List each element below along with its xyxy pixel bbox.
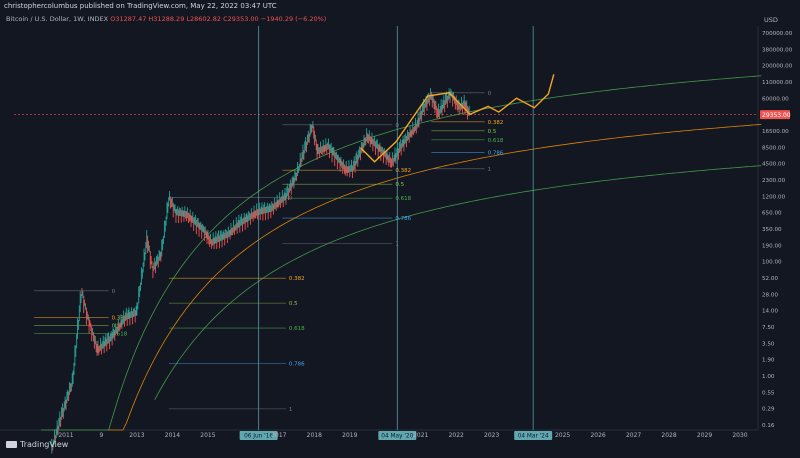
tradingview-logo[interactable]: TradingView (6, 440, 68, 449)
time-tick-label: 2028 (661, 432, 676, 439)
price-tick-label: 110000.00 (762, 80, 793, 86)
price-tick-label: 28.00 (762, 292, 778, 298)
time-tick-label: 2030 (732, 432, 747, 439)
time-tick-label: 9 (100, 432, 104, 439)
fib-cycle3-label: 0.382 (395, 168, 411, 174)
symbol-name: Bitcoin / U.S. Dollar, 1W, INDEX (6, 15, 109, 23)
publisher-bar: christophercolumbus published on Trading… (0, 0, 800, 12)
fib-cycle2-label: 1 (289, 407, 293, 413)
time-tick-label: 2023 (484, 432, 499, 439)
time-tick-label: 2019 (342, 432, 357, 439)
price-tick-label: 7.50 (762, 325, 775, 331)
cycle-markers: 06 Jun '16 04 May '20 04 Mar '24 (239, 26, 553, 440)
fib-cycle4-label: 0.5 (488, 129, 497, 135)
cycle-marker-label: 04 May '20 (381, 434, 413, 440)
projection-line (359, 74, 555, 163)
fib-cycle3-label: 0.786 (395, 216, 411, 222)
channel-upper (41, 75, 762, 431)
channel-lower (154, 165, 762, 400)
price-tick-label: 14.00 (762, 309, 778, 315)
price-tick-label: 200000.00 (762, 64, 793, 70)
fib-cycle2-label: 0.786 (289, 362, 305, 368)
time-tick-label: 2029 (697, 432, 712, 439)
time-tick-label: 2015 (200, 432, 215, 439)
fib-cycle1-label: 0.618 (112, 332, 128, 338)
price-tick-label: 8500.00 (762, 145, 786, 151)
fib-cycle4-label: 1 (488, 167, 492, 173)
time-tick-label: 2014 (165, 432, 180, 439)
fib-cycle3-label: 0.5 (395, 182, 404, 188)
fib-cycle4-label: 0.382 (488, 120, 504, 126)
time-tick-label: 2025 (555, 432, 570, 439)
currency-label: USD (764, 16, 778, 24)
symbol-legend: Bitcoin / U.S. Dollar, 1W, INDEX O31287.… (6, 15, 326, 23)
price-tick-label: 700000.00 (762, 31, 793, 37)
time-tick-label: 2026 (590, 432, 605, 439)
price-tick-label: 60000.00 (762, 96, 789, 102)
last-price-badge (760, 110, 790, 120)
price-tick-label: 2300.00 (762, 178, 786, 184)
price-tick-label: 1200.00 (762, 194, 786, 200)
publisher-text: christophercolumbus published on Trading… (4, 2, 277, 10)
cycle-marker-badge (378, 431, 417, 440)
low-value: L28602.82 (186, 15, 222, 23)
channel-mid (108, 124, 762, 431)
price-tick-label: 380000.00 (762, 47, 793, 53)
fib-cycle3-label: 1 (395, 242, 399, 248)
cycle-marker-label: 06 Jun '16 (244, 434, 273, 440)
time-tick-label: 2013 (129, 432, 144, 439)
fib-cycle2-label: 0.382 (289, 276, 305, 282)
cycle-marker-badge (239, 431, 278, 440)
time-tick-label: 2017 (271, 432, 286, 439)
time-axis: 2011 9 2013 2014 2015 2017 2018 2019 2021 2022 202… (58, 432, 747, 439)
fib-cycle3-label: 0 (395, 123, 399, 129)
time-tick-label: 2021 (413, 432, 428, 439)
fib-cycle4-label: 0.786 (488, 151, 504, 157)
time-tick-label: 2027 (626, 432, 641, 439)
price-tick-label: 1.90 (762, 358, 775, 364)
high-value: H31288.29 (148, 15, 185, 23)
price-tick-label: 0.16 (762, 423, 775, 429)
time-tick-label: 2011 (58, 432, 73, 439)
price-tick-label: 0.55 (762, 390, 775, 396)
price-tick-label: 16500.00 (762, 129, 789, 135)
price-tick-label: 350.00 (762, 227, 782, 233)
tradingview-icon (6, 441, 17, 448)
fib-cycle1-label: 0 (112, 289, 116, 295)
projection-path (359, 74, 555, 163)
cycle-marker-badge (514, 431, 553, 440)
time-tick-label: 2022 (449, 432, 464, 439)
fib-cycle4-label: 0 (488, 91, 492, 97)
price-tick-label: 0.29 (762, 407, 775, 413)
fib-cycle1-label: 0.382 (112, 315, 128, 321)
price-tick-label: 1.00 (762, 374, 775, 380)
brand-name: TradingView (20, 440, 69, 449)
fib-cycle2-label: 0.618 (289, 326, 305, 332)
candles (51, 88, 470, 454)
grid (0, 26, 759, 431)
price-tick-label: 100.00 (762, 260, 782, 266)
cycle-marker-label: 04 Mar '24 (518, 434, 549, 440)
close-value: C29353.00 (223, 15, 259, 23)
growth-channel (41, 75, 762, 431)
last-price-label: 29353.00 (762, 112, 791, 119)
price-tick-label: 3.50 (762, 341, 775, 347)
fib-cycle1-label: 0.5 (112, 324, 121, 330)
fib-cycle2-label: 0.5 (289, 301, 298, 307)
fib-levels: 0 0.382 0.5 0.618 0 0.382 0.5 0.618 0.786 1 0 0.382… (34, 91, 504, 413)
price-axis: 700000.00 380000.00 200000.00 110000.00 6000… (760, 31, 793, 429)
price-tick-label: 4500.00 (762, 162, 786, 168)
fib-cycle3-label: 0.618 (395, 196, 411, 202)
change-value: −1940.29 (−6.20%) (260, 15, 327, 23)
time-tick-label: 2018 (307, 432, 322, 439)
price-tick-label: 190.00 (762, 243, 782, 249)
open-value: O31287.47 (110, 15, 147, 23)
fib-cycle4-label: 0.618 (488, 138, 504, 144)
price-tick-label: 650.00 (762, 211, 782, 217)
price-tick-label: 52.00 (762, 276, 778, 282)
